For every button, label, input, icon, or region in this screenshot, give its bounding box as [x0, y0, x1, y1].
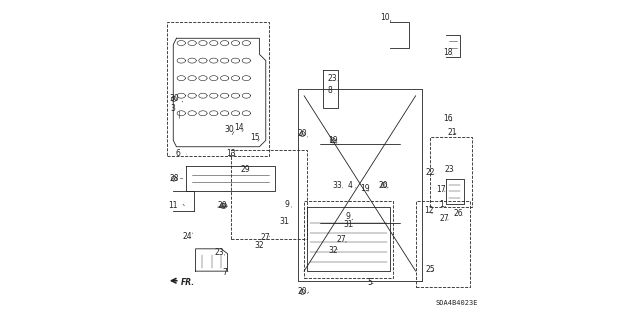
- Text: 6: 6: [175, 149, 180, 158]
- Bar: [167, 22, 269, 156]
- Text: 26: 26: [454, 209, 463, 218]
- Text: 20: 20: [298, 130, 307, 138]
- Text: 18: 18: [443, 48, 452, 57]
- Text: 22: 22: [426, 168, 435, 177]
- Text: 33: 33: [333, 181, 342, 189]
- Text: 28: 28: [169, 174, 179, 183]
- Text: 27: 27: [261, 233, 271, 242]
- Text: 23: 23: [444, 165, 454, 174]
- Text: 4: 4: [348, 181, 353, 189]
- Text: 9: 9: [284, 200, 289, 209]
- Text: 25: 25: [425, 265, 435, 274]
- Text: 17: 17: [436, 185, 446, 194]
- Text: 12: 12: [424, 206, 433, 215]
- Text: 32: 32: [255, 241, 264, 250]
- Text: 3: 3: [171, 104, 176, 113]
- Text: 23: 23: [214, 248, 225, 256]
- Text: 8: 8: [327, 86, 332, 95]
- Text: 16: 16: [443, 114, 452, 122]
- Text: SDA4B4023E: SDA4B4023E: [436, 300, 479, 306]
- Text: 29: 29: [240, 165, 250, 174]
- Text: 31: 31: [344, 220, 353, 229]
- Bar: [416, 201, 470, 287]
- Text: 20: 20: [298, 287, 307, 296]
- Text: 7: 7: [222, 268, 227, 277]
- Text: 14: 14: [234, 123, 243, 132]
- Text: 1: 1: [439, 200, 444, 209]
- Text: 27: 27: [337, 235, 346, 244]
- Text: 30: 30: [224, 125, 234, 134]
- Text: 20: 20: [379, 181, 388, 189]
- Text: 27: 27: [440, 214, 449, 223]
- Text: FR.: FR.: [181, 278, 195, 287]
- Text: 24: 24: [183, 232, 193, 241]
- Text: 19: 19: [328, 136, 337, 145]
- Text: 10: 10: [381, 13, 390, 22]
- Bar: [230, 150, 307, 239]
- Text: 19: 19: [360, 184, 369, 193]
- Bar: [304, 201, 394, 278]
- Text: 11: 11: [168, 201, 178, 210]
- Text: 23: 23: [328, 74, 337, 83]
- Text: 5: 5: [367, 278, 372, 287]
- Text: 21: 21: [447, 128, 457, 137]
- Text: 32: 32: [329, 246, 339, 255]
- Bar: [430, 137, 472, 207]
- Text: 9: 9: [346, 212, 351, 221]
- Text: 31: 31: [280, 217, 289, 226]
- Text: 13: 13: [226, 149, 236, 158]
- Text: 20: 20: [218, 201, 227, 210]
- Text: 15: 15: [250, 133, 259, 142]
- Text: 30: 30: [169, 94, 179, 103]
